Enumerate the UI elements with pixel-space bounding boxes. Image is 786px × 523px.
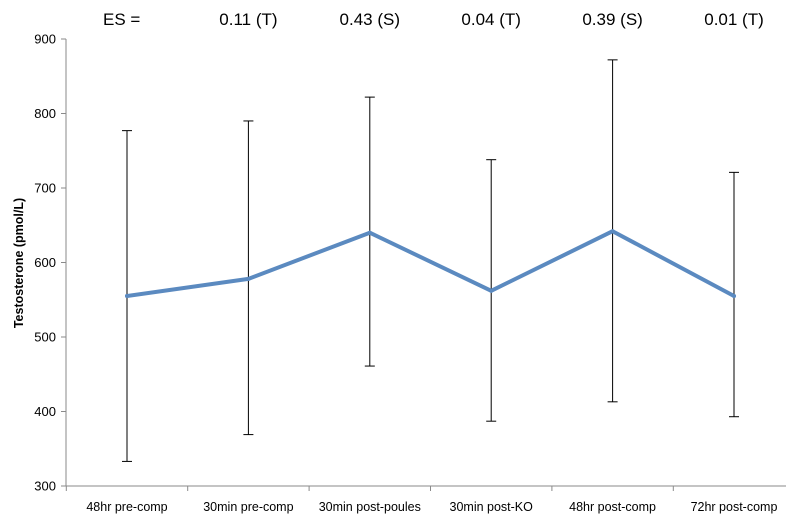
series-line-layer <box>125 229 736 299</box>
x-category-label: 72hr post-comp <box>691 500 778 514</box>
effect-size-row: ES = 0.11 (T) 0.43 (S) 0.04 (T) 0.39 (S) 0.0… <box>103 10 764 29</box>
y-tick-label: 900 <box>34 32 56 47</box>
y-tick-label: 500 <box>34 330 56 345</box>
x-category-label: 48hr pre-comp <box>86 500 167 514</box>
effect-size-label: 0.39 (S) <box>582 10 642 29</box>
y-tick-label: 600 <box>34 255 56 270</box>
x-category-label: 30min pre-comp <box>203 500 293 514</box>
series-line <box>125 229 736 299</box>
data-point <box>610 229 615 234</box>
data-point <box>125 294 129 299</box>
data-point <box>367 230 372 235</box>
y-tick-label: 700 <box>34 181 56 196</box>
y-tick-label: 300 <box>34 479 56 494</box>
x-category-label: 30min post-KO <box>450 500 534 514</box>
x-category-label: 30min post-poules <box>319 500 421 514</box>
y-tick-label: 800 <box>34 106 56 121</box>
effect-size-prefix: ES = <box>103 10 140 29</box>
data-point <box>732 294 736 299</box>
axes: 300 400 500 600 700 800 900 48hr pre-comp 30min … <box>34 32 786 514</box>
y-axis-title: Testosterone (pmol/L) <box>12 198 26 328</box>
effect-size-label: 0.01 (T) <box>704 10 764 29</box>
x-category-label: 48hr post-comp <box>569 500 656 514</box>
effect-size-label: 0.11 (T) <box>219 10 277 29</box>
y-tick-label: 400 <box>34 404 56 419</box>
effect-size-label: 0.43 (S) <box>340 10 400 29</box>
data-point <box>246 276 251 281</box>
effect-size-label: 0.04 (T) <box>461 10 521 29</box>
data-point <box>489 288 494 293</box>
